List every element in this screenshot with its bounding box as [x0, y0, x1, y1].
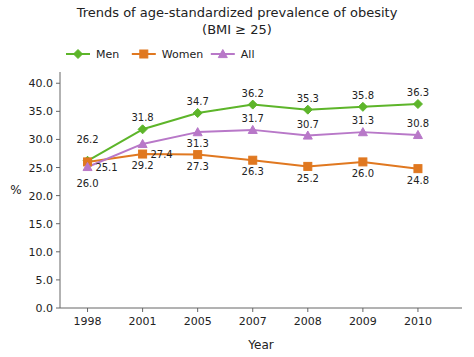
data-label: 27.3 [187, 161, 209, 172]
data-point [194, 151, 202, 159]
legend-label: Women [162, 48, 203, 61]
data-label: 26.3 [242, 166, 264, 177]
x-tick-label: 2008 [294, 315, 322, 328]
x-tick-label: 2001 [129, 315, 157, 328]
data-point [304, 162, 312, 170]
y-axis-label: % [10, 183, 21, 197]
data-label: 35.3 [297, 93, 319, 104]
y-axis-line [60, 72, 61, 308]
subtitle: (BMI ≥ 25) [202, 22, 272, 37]
legend: Men Women All [66, 48, 254, 61]
x-tick-label: 2010 [404, 315, 432, 328]
y-tick-label: 15.0 [29, 218, 54, 231]
data-label: 35.8 [352, 90, 374, 101]
legend-label: All [241, 48, 255, 61]
y-tick-label: 5.0 [36, 274, 54, 287]
y-tick [56, 223, 60, 224]
data-label: 25.2 [297, 173, 319, 184]
data-label: 31.3 [187, 138, 209, 149]
data-label: 36.3 [407, 87, 429, 98]
data-label: 31.3 [352, 115, 374, 126]
data-point [358, 102, 367, 111]
data-label: 34.7 [187, 96, 209, 107]
y-tick [56, 308, 60, 309]
y-tick [56, 139, 60, 140]
data-label: 30.8 [407, 118, 429, 129]
x-tick-label: 2009 [349, 315, 377, 328]
data-point [249, 156, 257, 164]
data-label: 26.0 [352, 168, 374, 179]
x-tick [142, 308, 143, 312]
data-point [413, 130, 422, 138]
y-tick-label: 10.0 [29, 246, 54, 259]
data-point [83, 162, 92, 170]
y-tick [56, 111, 60, 112]
data-point [138, 139, 147, 147]
data-labels: 26.2 26.0 25.1 31.8 29.227.4 34.7 31.3 27.3 36.2… [76, 87, 429, 189]
legend-marker [140, 50, 148, 58]
data-point [358, 128, 367, 136]
x-tick-label: 1998 [74, 315, 102, 328]
x-tick-label: 2007 [239, 315, 267, 328]
data-point [193, 109, 202, 118]
y-tick-label: 35.0 [29, 105, 54, 118]
data-point [138, 125, 147, 134]
title: Trends of age-standardized prevalence of… [76, 5, 398, 20]
legend-label: Men [96, 48, 119, 61]
y-tick [56, 83, 60, 84]
y-tick [56, 167, 60, 168]
y-tick-label: 40.0 [29, 77, 54, 90]
data-label: 24.8 [407, 175, 429, 186]
data-label: 36.2 [242, 88, 264, 99]
x-tick [252, 308, 253, 312]
x-axis-label: Year [247, 338, 273, 352]
data-point [359, 158, 367, 166]
data-point [303, 131, 312, 139]
y-tick-label: 0.0 [36, 302, 54, 315]
x-tick-label: 2005 [184, 315, 212, 328]
data-label: 31.8 [131, 112, 153, 123]
y-tick-label: 30.0 [29, 133, 54, 146]
plot-data [83, 100, 422, 173]
data-point [248, 100, 257, 109]
axes: 0.0 5.0 10.0 15.0 20.0 25.0 30.0 35.0 40.0 1998 20… [10, 72, 462, 352]
data-label: 26.2 [76, 134, 98, 145]
x-tick [307, 308, 308, 312]
x-axis-line [60, 308, 462, 309]
legend-marker [74, 50, 83, 59]
x-tick [362, 308, 363, 312]
legend-marker [218, 50, 227, 58]
y-tick [56, 251, 60, 252]
data-point [193, 128, 202, 136]
data-point [303, 105, 312, 114]
data-label: 31.7 [242, 113, 264, 124]
data-label: 25.1 [95, 162, 117, 173]
data-point [139, 150, 147, 158]
data-label: 26.0 [76, 178, 98, 189]
data-label: 30.7 [297, 119, 319, 130]
x-tick [87, 308, 88, 312]
chart: Trends of age-standardized prevalence of… [0, 0, 474, 357]
y-tick [56, 279, 60, 280]
x-tick [197, 308, 198, 312]
data-label: 27.4 [150, 149, 172, 160]
y-tick-label: 20.0 [29, 190, 54, 203]
data-point [413, 100, 422, 109]
y-tick [56, 195, 60, 196]
data-label: 29.2 [131, 160, 153, 171]
title-group: Trends of age-standardized prevalence of… [76, 5, 398, 37]
data-point [248, 125, 257, 133]
data-point [414, 165, 422, 173]
y-tick-label: 25.0 [29, 162, 54, 175]
x-tick [417, 308, 418, 312]
